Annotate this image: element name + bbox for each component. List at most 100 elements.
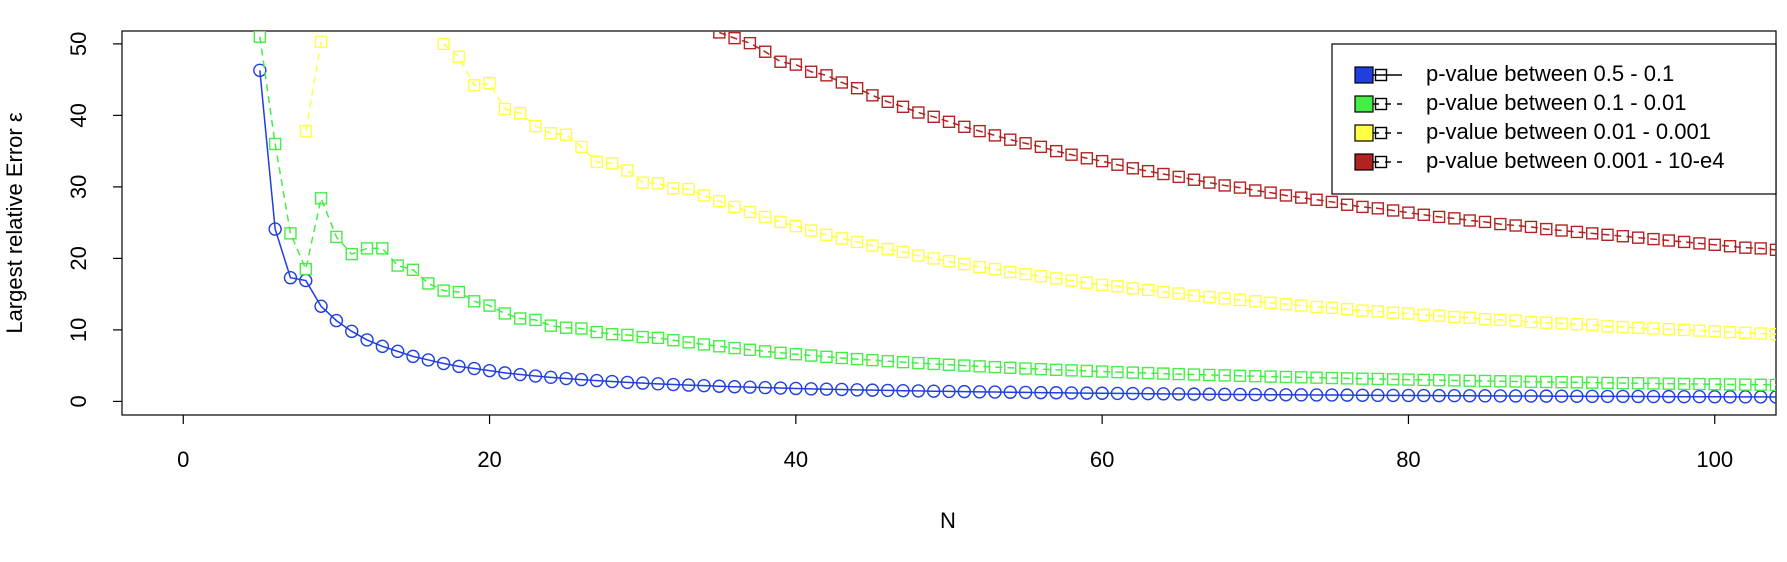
marker — [1677, 323, 1691, 337]
marker — [1769, 327, 1776, 341]
marker — [896, 245, 910, 259]
marker — [1019, 137, 1032, 150]
marker — [1693, 324, 1706, 337]
marker — [912, 106, 925, 119]
marker — [1203, 290, 1216, 304]
marker — [1249, 184, 1262, 197]
marker — [268, 137, 282, 151]
y-tick-label: 0 — [66, 395, 91, 407]
marker — [1432, 388, 1446, 403]
marker — [299, 124, 312, 138]
x-tick-label: 20 — [477, 447, 501, 472]
marker — [1355, 388, 1370, 402]
marker — [1417, 308, 1430, 322]
marker — [1463, 389, 1477, 403]
marker — [896, 355, 910, 369]
marker — [621, 328, 634, 342]
marker — [1478, 389, 1492, 403]
marker — [850, 235, 864, 249]
marker — [1141, 386, 1155, 401]
marker — [1310, 371, 1323, 384]
marker — [1310, 300, 1323, 314]
marker — [1601, 320, 1614, 333]
marker — [697, 378, 711, 393]
marker — [973, 360, 986, 373]
marker — [360, 333, 374, 347]
marker — [1141, 366, 1155, 380]
marker — [1631, 377, 1645, 390]
marker — [820, 69, 833, 82]
marker — [1478, 215, 1492, 229]
marker — [544, 319, 558, 332]
marker — [1340, 198, 1354, 211]
marker — [1478, 312, 1492, 326]
marker — [437, 284, 450, 297]
marker — [529, 119, 542, 133]
marker — [1172, 367, 1185, 381]
marker — [1616, 230, 1630, 243]
marker — [590, 325, 603, 339]
marker — [1004, 265, 1017, 279]
marker — [697, 338, 711, 351]
marker — [1264, 186, 1277, 199]
marker — [958, 120, 971, 134]
marker — [329, 313, 344, 328]
marker — [1692, 389, 1707, 404]
marker — [575, 322, 588, 335]
marker — [1631, 231, 1645, 244]
marker — [1126, 386, 1140, 401]
marker — [590, 373, 604, 388]
marker — [819, 382, 834, 396]
marker — [268, 222, 282, 236]
marker — [1018, 385, 1033, 400]
marker — [1279, 370, 1293, 384]
marker — [1034, 385, 1048, 400]
marker — [789, 58, 803, 71]
marker — [1739, 241, 1752, 254]
marker — [1555, 375, 1568, 389]
marker — [1708, 390, 1722, 404]
marker — [1126, 366, 1139, 379]
marker — [1524, 389, 1538, 403]
marker — [544, 127, 558, 140]
marker — [1050, 272, 1063, 285]
marker — [1233, 181, 1247, 194]
marker — [1586, 318, 1599, 332]
marker — [636, 176, 649, 189]
marker — [651, 331, 665, 345]
marker — [1739, 378, 1752, 391]
marker — [1570, 225, 1584, 239]
marker — [835, 351, 848, 365]
marker — [421, 353, 435, 367]
marker — [881, 95, 894, 108]
marker — [1631, 321, 1645, 334]
marker — [1570, 317, 1584, 331]
x-tick-label: 60 — [1090, 447, 1114, 472]
x-tick-label: 100 — [1696, 447, 1733, 472]
marker — [1739, 326, 1752, 339]
marker — [1509, 219, 1522, 232]
marker — [1754, 242, 1767, 255]
marker — [1647, 377, 1660, 390]
marker — [391, 259, 404, 272]
marker — [759, 345, 772, 358]
marker — [1111, 280, 1124, 293]
marker — [559, 128, 573, 141]
legend-box — [1331, 43, 1777, 195]
marker — [1371, 305, 1385, 318]
marker — [1448, 310, 1461, 324]
marker — [1371, 202, 1385, 215]
marker — [436, 356, 451, 371]
marker — [498, 366, 512, 380]
marker — [1172, 387, 1186, 401]
marker — [881, 242, 894, 256]
marker — [667, 334, 680, 347]
marker — [1095, 365, 1109, 378]
marker — [789, 381, 803, 396]
marker — [743, 380, 757, 394]
marker — [1677, 389, 1691, 404]
marker — [774, 346, 787, 359]
marker — [1218, 369, 1231, 382]
marker — [636, 330, 649, 344]
marker — [1095, 154, 1109, 168]
